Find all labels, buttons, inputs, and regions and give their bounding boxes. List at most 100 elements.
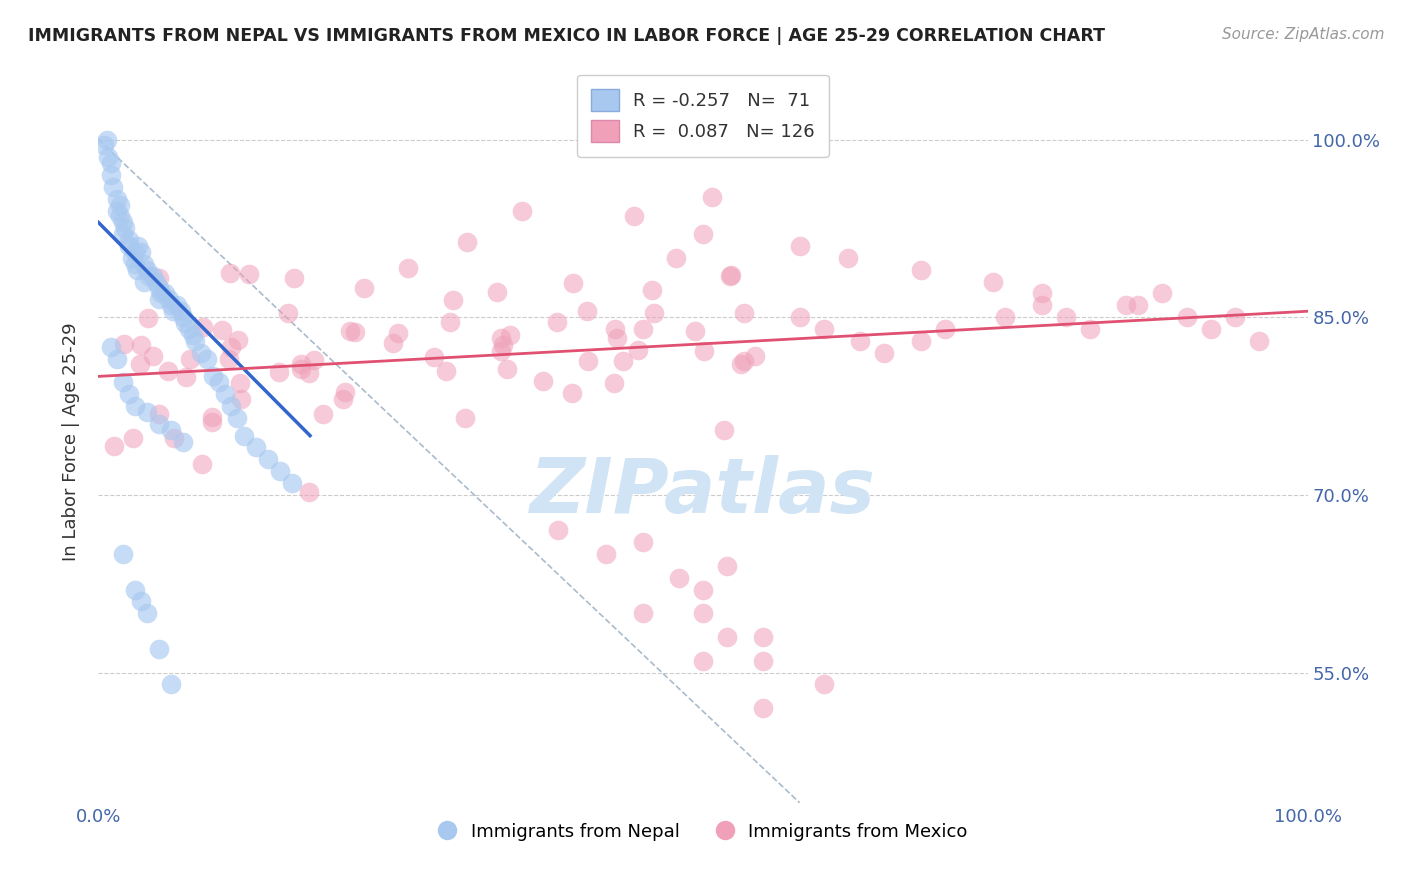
Point [298, 484, 321, 499]
Point [124, 399, 146, 413]
Point [145, 275, 167, 289]
Point [683, 324, 706, 338]
Point [813, 677, 835, 691]
Point [142, 349, 165, 363]
Point [129, 357, 152, 371]
Point [111, 215, 134, 229]
Point [439, 315, 461, 329]
Point [489, 331, 512, 345]
Point [716, 558, 738, 573]
Text: Source: ZipAtlas.com: Source: ZipAtlas.com [1222, 27, 1385, 42]
Point [269, 464, 291, 478]
Point [631, 535, 654, 549]
Point [561, 386, 583, 401]
Point [134, 275, 156, 289]
Point [547, 524, 569, 538]
Point [396, 260, 419, 275]
Point [157, 364, 180, 378]
Text: IMMIGRANTS FROM NEPAL VS IMMIGRANTS FROM MEXICO IN LABOR FORCE | AGE 25-29 CORRE: IMMIGRANTS FROM NEPAL VS IMMIGRANTS FROM… [28, 27, 1105, 45]
Point [1175, 310, 1198, 325]
Point [118, 387, 141, 401]
Point [108, 197, 131, 211]
Point [135, 405, 157, 419]
Point [456, 235, 478, 250]
Point [623, 209, 645, 223]
Point [606, 331, 628, 345]
Point [692, 607, 714, 621]
Point [219, 267, 242, 281]
Point [627, 343, 650, 358]
Point [179, 351, 201, 366]
Point [228, 333, 250, 347]
Point [112, 336, 135, 351]
Point [277, 306, 299, 320]
Point [124, 582, 146, 597]
Point [121, 251, 143, 265]
Point [129, 594, 152, 608]
Point [813, 322, 835, 336]
Point [298, 366, 321, 380]
Point [157, 293, 180, 307]
Point [172, 434, 194, 449]
Point [546, 315, 568, 329]
Point [105, 192, 128, 206]
Point [441, 293, 464, 307]
Point [184, 334, 207, 348]
Point [994, 310, 1017, 325]
Text: ZIPatlas: ZIPatlas [530, 455, 876, 529]
Point [100, 156, 122, 170]
Point [103, 439, 125, 453]
Point [153, 286, 176, 301]
Point [172, 310, 194, 325]
Point [849, 334, 872, 348]
Point [201, 409, 224, 424]
Point [195, 351, 218, 366]
Point [1031, 286, 1053, 301]
Point [138, 311, 160, 326]
Point [491, 343, 513, 358]
Point [1199, 322, 1222, 336]
Point [124, 257, 146, 271]
Point [122, 431, 145, 445]
Point [344, 325, 367, 339]
Point [238, 267, 260, 281]
Point [668, 571, 690, 585]
Point [129, 337, 152, 351]
Point [981, 275, 1004, 289]
Point [486, 285, 509, 300]
Point [1054, 310, 1077, 325]
Point [97, 150, 120, 164]
Point [640, 283, 662, 297]
Point [108, 210, 131, 224]
Point [718, 268, 741, 283]
Point [381, 335, 404, 350]
Point [93, 138, 115, 153]
Point [135, 607, 157, 621]
Point [226, 410, 249, 425]
Point [148, 641, 170, 656]
Point [1031, 298, 1053, 312]
Point [643, 305, 665, 319]
Point [190, 345, 212, 359]
Point [142, 268, 165, 283]
Point [934, 322, 956, 336]
Point [531, 374, 554, 388]
Point [150, 286, 173, 301]
Point [281, 475, 304, 490]
Point [713, 423, 735, 437]
Point [148, 293, 170, 307]
Point [245, 441, 267, 455]
Point [127, 239, 149, 253]
Point [665, 252, 688, 266]
Point [191, 320, 214, 334]
Point [105, 351, 128, 366]
Point [603, 322, 626, 336]
Point [269, 365, 291, 379]
Point [135, 262, 157, 277]
Point [179, 322, 201, 336]
Point [127, 262, 149, 277]
Point [434, 364, 457, 378]
Point [492, 337, 515, 351]
Point [118, 233, 141, 247]
Point [166, 298, 188, 312]
